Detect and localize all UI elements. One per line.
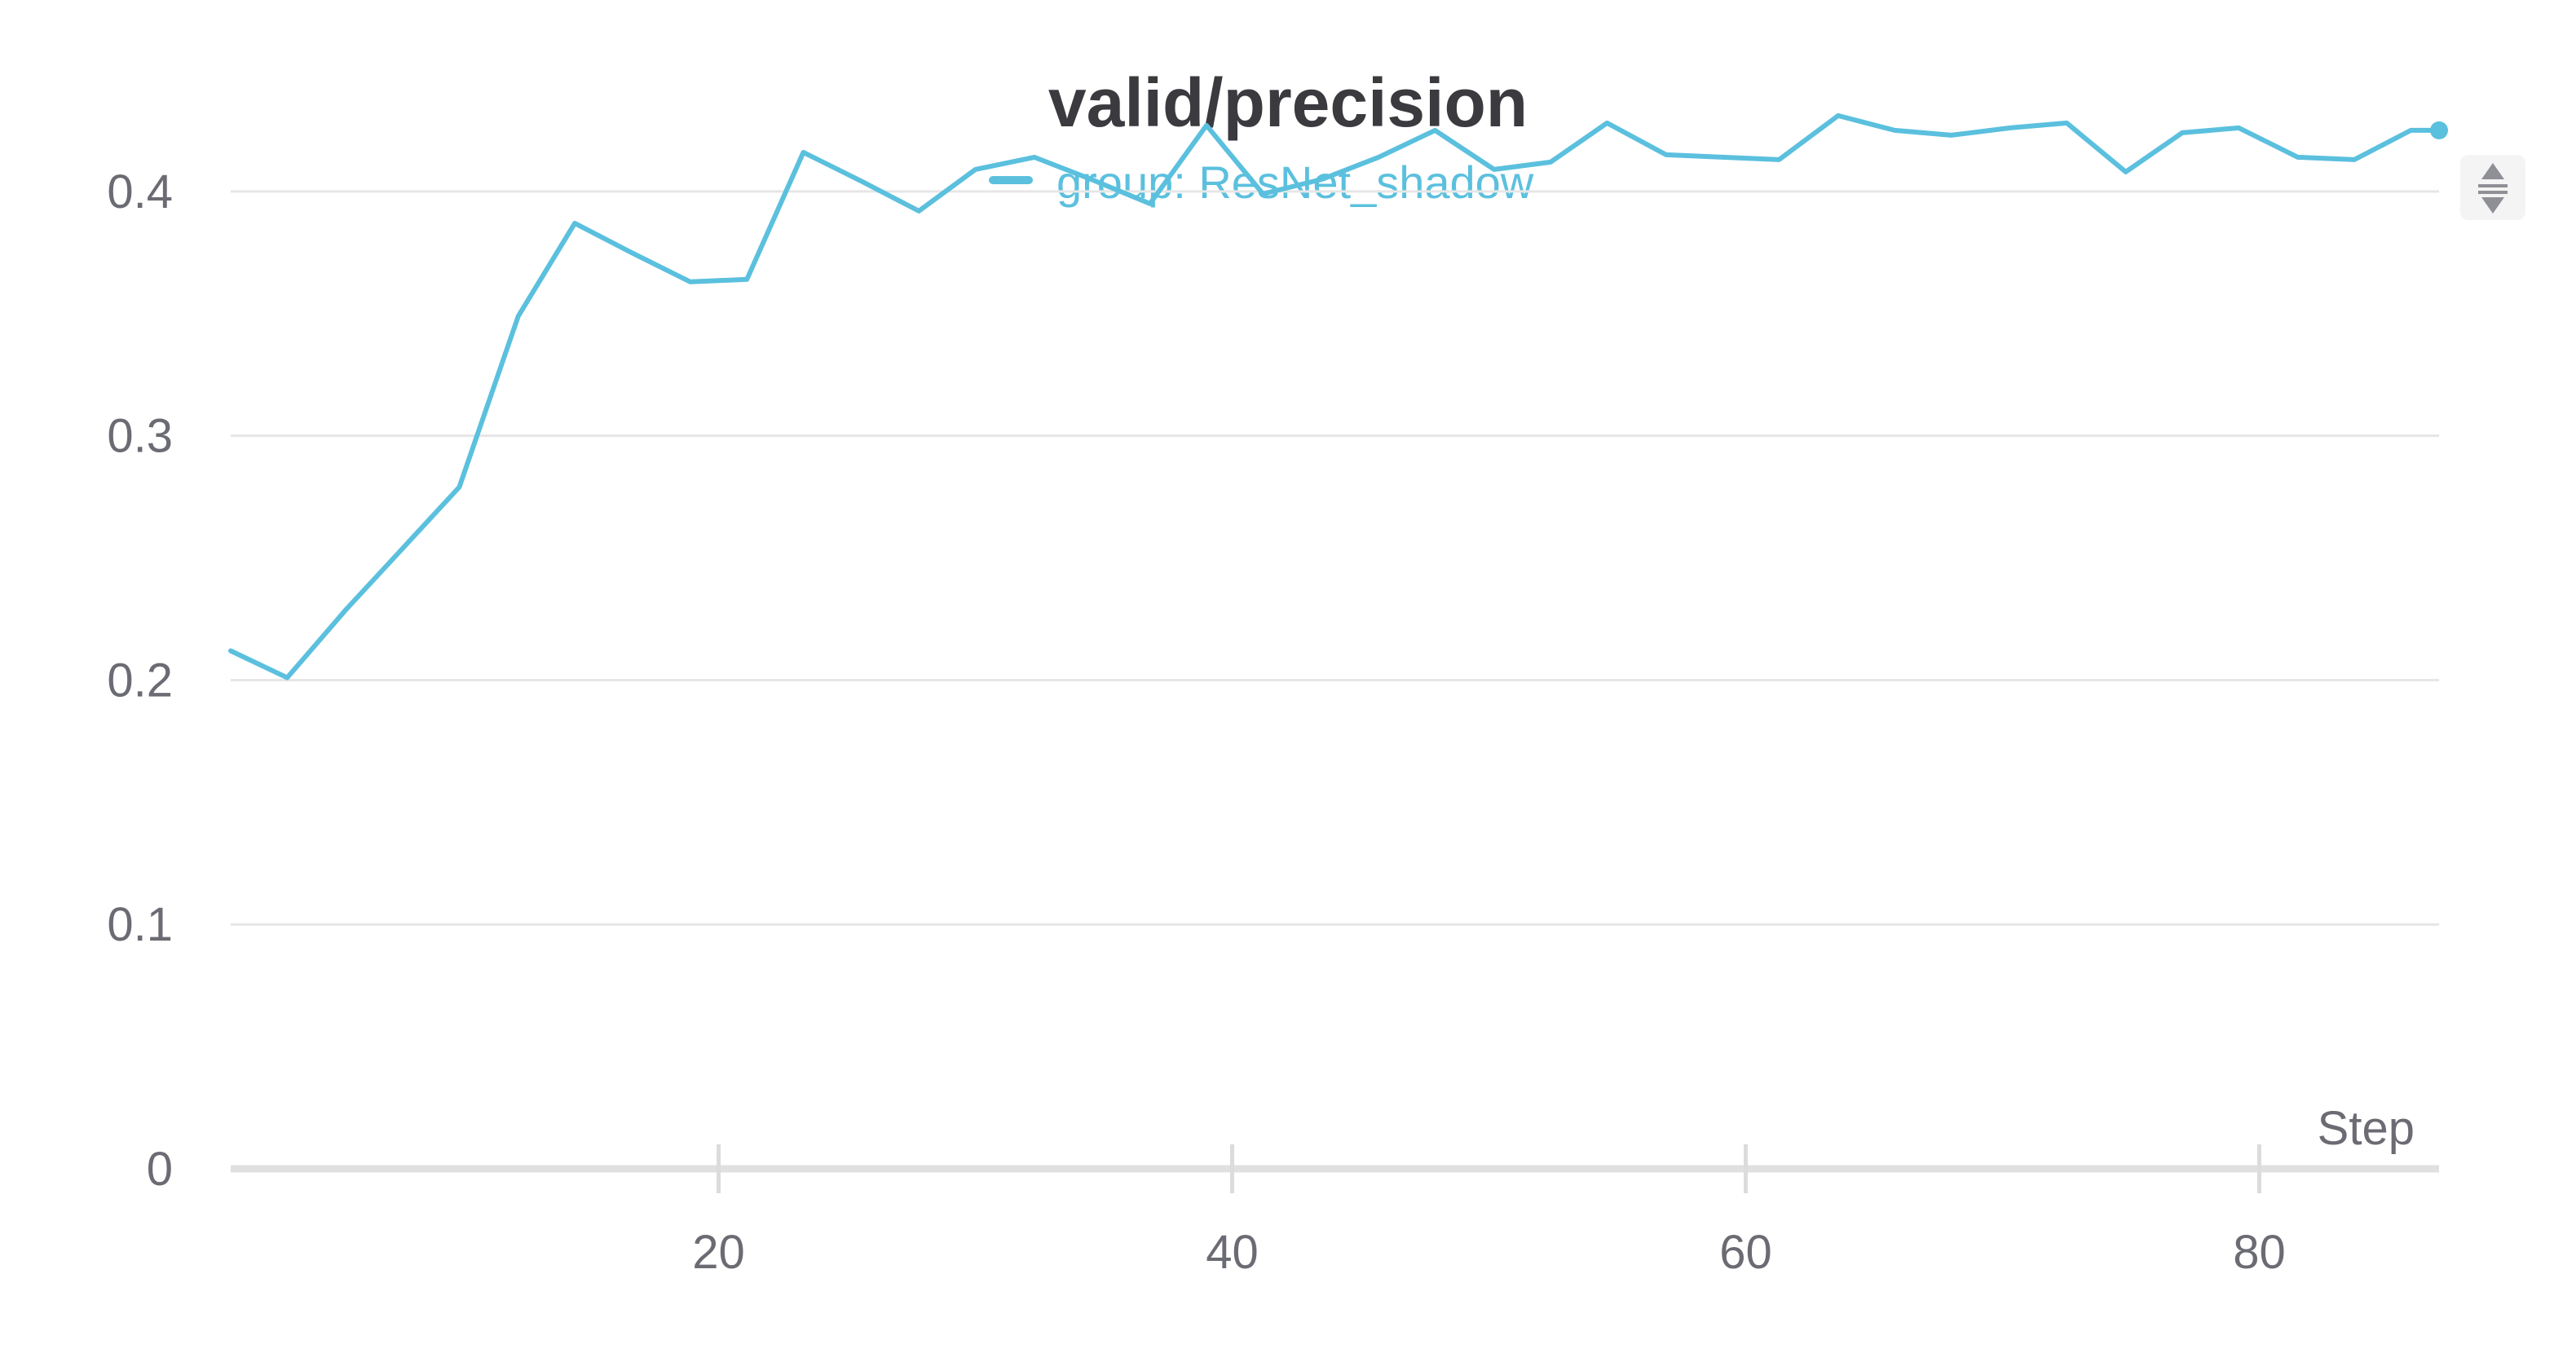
y-tick-label: 0.3 [107,410,173,463]
x-ticks [717,1144,2261,1193]
x-tick-label: 40 [1206,1226,1259,1279]
chart-title: valid/precision [1048,64,1528,141]
y-tick-labels: 0 0.1 0.2 0.3 0.4 [107,165,173,1196]
x-tick-label: 80 [2233,1226,2286,1279]
x-axis-label: Step [2318,1102,2415,1155]
y-tick-label: 0 [147,1143,173,1196]
y-tick-label: 0.4 [107,165,173,218]
legend: group: ResNet_shadow [989,156,1534,208]
y-tick-label: 0.2 [107,654,173,707]
x-tick-label: 60 [1719,1226,1772,1279]
y-gridlines [231,190,2439,926]
series-endpoint [2430,121,2448,139]
series-group [228,112,2448,681]
resize-handle[interactable] [2460,155,2525,220]
series-line [228,112,2441,681]
drag-resize-icon [2478,163,2508,214]
x-tick-labels: 20 40 60 80 [692,1226,2286,1279]
x-tick-label: 20 [692,1226,745,1279]
legend-label: group: ResNet_shadow [1056,156,1534,208]
y-tick-label: 0.1 [107,898,173,951]
